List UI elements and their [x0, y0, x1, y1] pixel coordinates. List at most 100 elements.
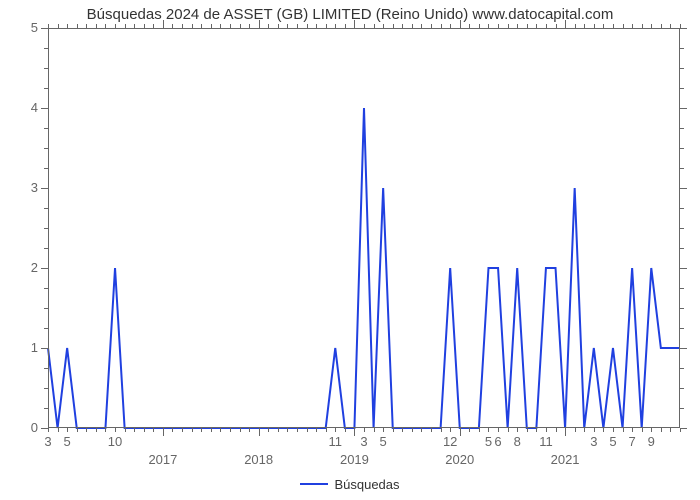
x-minor-tick — [642, 24, 643, 28]
x-major-tick — [163, 428, 164, 436]
y-minor-tick — [44, 248, 48, 249]
x-minor-tick — [450, 428, 451, 432]
x-minor-tick — [556, 428, 557, 432]
x-minor-tick — [488, 428, 489, 432]
x-minor-tick — [335, 428, 336, 432]
x-minor-tick — [192, 24, 193, 28]
y-minor-tick — [44, 328, 48, 329]
x-major-tick — [354, 20, 355, 28]
x-minor-tick — [134, 428, 135, 432]
x-minor-tick — [613, 24, 614, 28]
y-tick — [41, 348, 48, 349]
legend-item: Búsquedas — [300, 477, 399, 492]
x-minor-tick — [412, 428, 413, 432]
x-minor-tick — [393, 24, 394, 28]
x-minor-tick — [575, 24, 576, 28]
y-minor-tick — [680, 228, 684, 229]
y-tick — [680, 428, 687, 429]
x-minor-tick — [498, 428, 499, 432]
legend: Búsquedas — [0, 472, 700, 492]
x-minor-tick — [498, 24, 499, 28]
chart-title: Búsquedas 2024 de ASSET (GB) LIMITED (Re… — [0, 6, 700, 23]
x-minor-tick — [220, 428, 221, 432]
x-minor-tick — [240, 428, 241, 432]
x-year-label: 2017 — [148, 452, 177, 467]
x-tick-label: 5 — [609, 434, 616, 449]
x-minor-tick — [192, 428, 193, 432]
x-minor-tick — [182, 428, 183, 432]
x-major-tick — [354, 428, 355, 436]
x-year-label: 2020 — [445, 452, 474, 467]
x-minor-tick — [623, 24, 624, 28]
y-tick — [680, 28, 687, 29]
x-minor-tick — [364, 428, 365, 432]
x-minor-tick — [326, 24, 327, 28]
x-minor-tick — [431, 428, 432, 432]
x-minor-tick — [96, 428, 97, 432]
x-minor-tick — [105, 428, 106, 432]
y-minor-tick — [680, 388, 684, 389]
x-minor-tick — [584, 428, 585, 432]
x-minor-tick — [287, 428, 288, 432]
y-tick — [680, 188, 687, 189]
x-minor-tick — [307, 24, 308, 28]
x-minor-tick — [201, 428, 202, 432]
y-axis-left — [48, 28, 49, 428]
x-minor-tick — [536, 24, 537, 28]
x-minor-tick — [651, 24, 652, 28]
x-minor-tick — [393, 428, 394, 432]
x-minor-tick — [383, 428, 384, 432]
x-minor-tick — [517, 24, 518, 28]
x-minor-tick — [651, 428, 652, 432]
x-minor-tick — [642, 428, 643, 432]
x-minor-tick — [603, 428, 604, 432]
x-minor-tick — [220, 24, 221, 28]
x-minor-tick — [402, 24, 403, 28]
y-tick-label: 0 — [18, 420, 38, 435]
x-major-tick — [259, 20, 260, 28]
y-minor-tick — [44, 208, 48, 209]
x-minor-tick — [364, 24, 365, 28]
y-minor-tick — [680, 248, 684, 249]
y-minor-tick — [44, 48, 48, 49]
y-tick-label: 2 — [18, 260, 38, 275]
y-minor-tick — [680, 128, 684, 129]
x-minor-tick — [479, 428, 480, 432]
x-minor-tick — [172, 24, 173, 28]
x-minor-tick — [278, 428, 279, 432]
y-minor-tick — [44, 388, 48, 389]
x-minor-tick — [125, 24, 126, 28]
x-minor-tick — [421, 24, 422, 28]
x-minor-tick — [86, 24, 87, 28]
x-minor-tick — [316, 428, 317, 432]
y-minor-tick — [44, 128, 48, 129]
x-tick-label: 9 — [648, 434, 655, 449]
x-minor-tick — [374, 24, 375, 28]
x-minor-tick — [249, 24, 250, 28]
x-minor-tick — [670, 428, 671, 432]
x-minor-tick — [67, 428, 68, 432]
x-minor-tick — [211, 24, 212, 28]
x-minor-tick — [450, 24, 451, 28]
y-minor-tick — [44, 408, 48, 409]
y-minor-tick — [44, 368, 48, 369]
x-minor-tick — [335, 24, 336, 28]
x-minor-tick — [412, 24, 413, 28]
x-tick-label: 11 — [329, 434, 343, 449]
line-series — [48, 28, 680, 428]
y-minor-tick — [680, 208, 684, 209]
plot-area — [48, 28, 680, 428]
x-minor-tick — [316, 24, 317, 28]
x-minor-tick — [307, 428, 308, 432]
y-tick — [41, 28, 48, 29]
y-minor-tick — [680, 328, 684, 329]
x-tick-label: 3 — [44, 434, 51, 449]
x-minor-tick — [546, 428, 547, 432]
y-minor-tick — [44, 68, 48, 69]
x-minor-tick — [153, 24, 154, 28]
x-major-tick — [460, 20, 461, 28]
x-tick-label: 6 — [494, 434, 501, 449]
y-tick-label: 4 — [18, 100, 38, 115]
x-tick-label: 8 — [514, 434, 521, 449]
y-tick — [680, 348, 687, 349]
